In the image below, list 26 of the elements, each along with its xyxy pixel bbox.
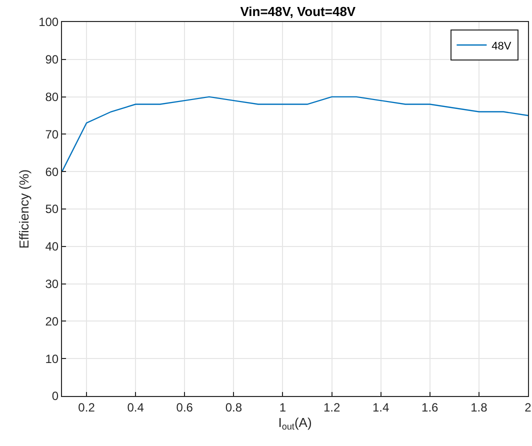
y-tick-label: 60 xyxy=(45,164,59,179)
x-tick-label: 2 xyxy=(524,400,532,414)
y-tick-label: 40 xyxy=(45,240,59,254)
x-axis-title: I$_{out}$(A) xyxy=(278,415,312,432)
line-series xyxy=(62,96,528,172)
y-tick-label: 100 xyxy=(38,15,59,30)
x-tick-label: 0.6 xyxy=(176,400,194,414)
x-tick-label: 0.4 xyxy=(127,400,144,414)
x-tick-label: 0.8 xyxy=(225,400,242,414)
y-tick-label: 0 xyxy=(52,389,59,404)
y-tick-label: 10 xyxy=(45,352,59,366)
x-tick-label: 0.2 xyxy=(78,400,96,414)
y-tick-label: 30 xyxy=(45,277,59,291)
x-tick-label: 1 xyxy=(279,400,286,414)
y-tick-label: 20 xyxy=(45,314,59,328)
x-tick-label: 1.4 xyxy=(372,400,390,414)
y-tick-label: 80 xyxy=(45,90,59,104)
y-tick-label: 70 xyxy=(45,127,59,142)
legend-label: 48V xyxy=(492,40,512,52)
x-tick-label: 1.8 xyxy=(470,400,488,414)
chart-title: Vin=48V, Vout=48V xyxy=(240,4,356,19)
x-tick-label: 1.6 xyxy=(422,400,439,414)
y-tick-label: 90 xyxy=(45,52,59,67)
y-tick-label: 50 xyxy=(45,202,59,216)
y-axis-title: Efficiency (%) xyxy=(16,169,32,249)
x-tick-label: 1.2 xyxy=(323,400,340,414)
